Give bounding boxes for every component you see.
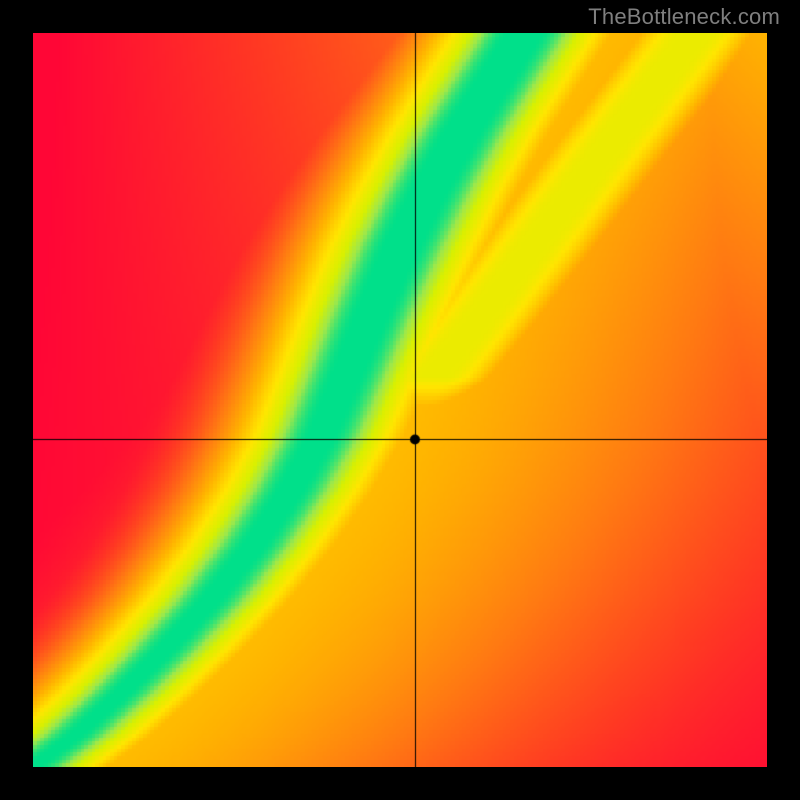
- chart-container: { "watermark": { "text": "TheBottleneck.…: [0, 0, 800, 800]
- bottleneck-heatmap: [33, 33, 767, 767]
- watermark-text: TheBottleneck.com: [588, 4, 780, 30]
